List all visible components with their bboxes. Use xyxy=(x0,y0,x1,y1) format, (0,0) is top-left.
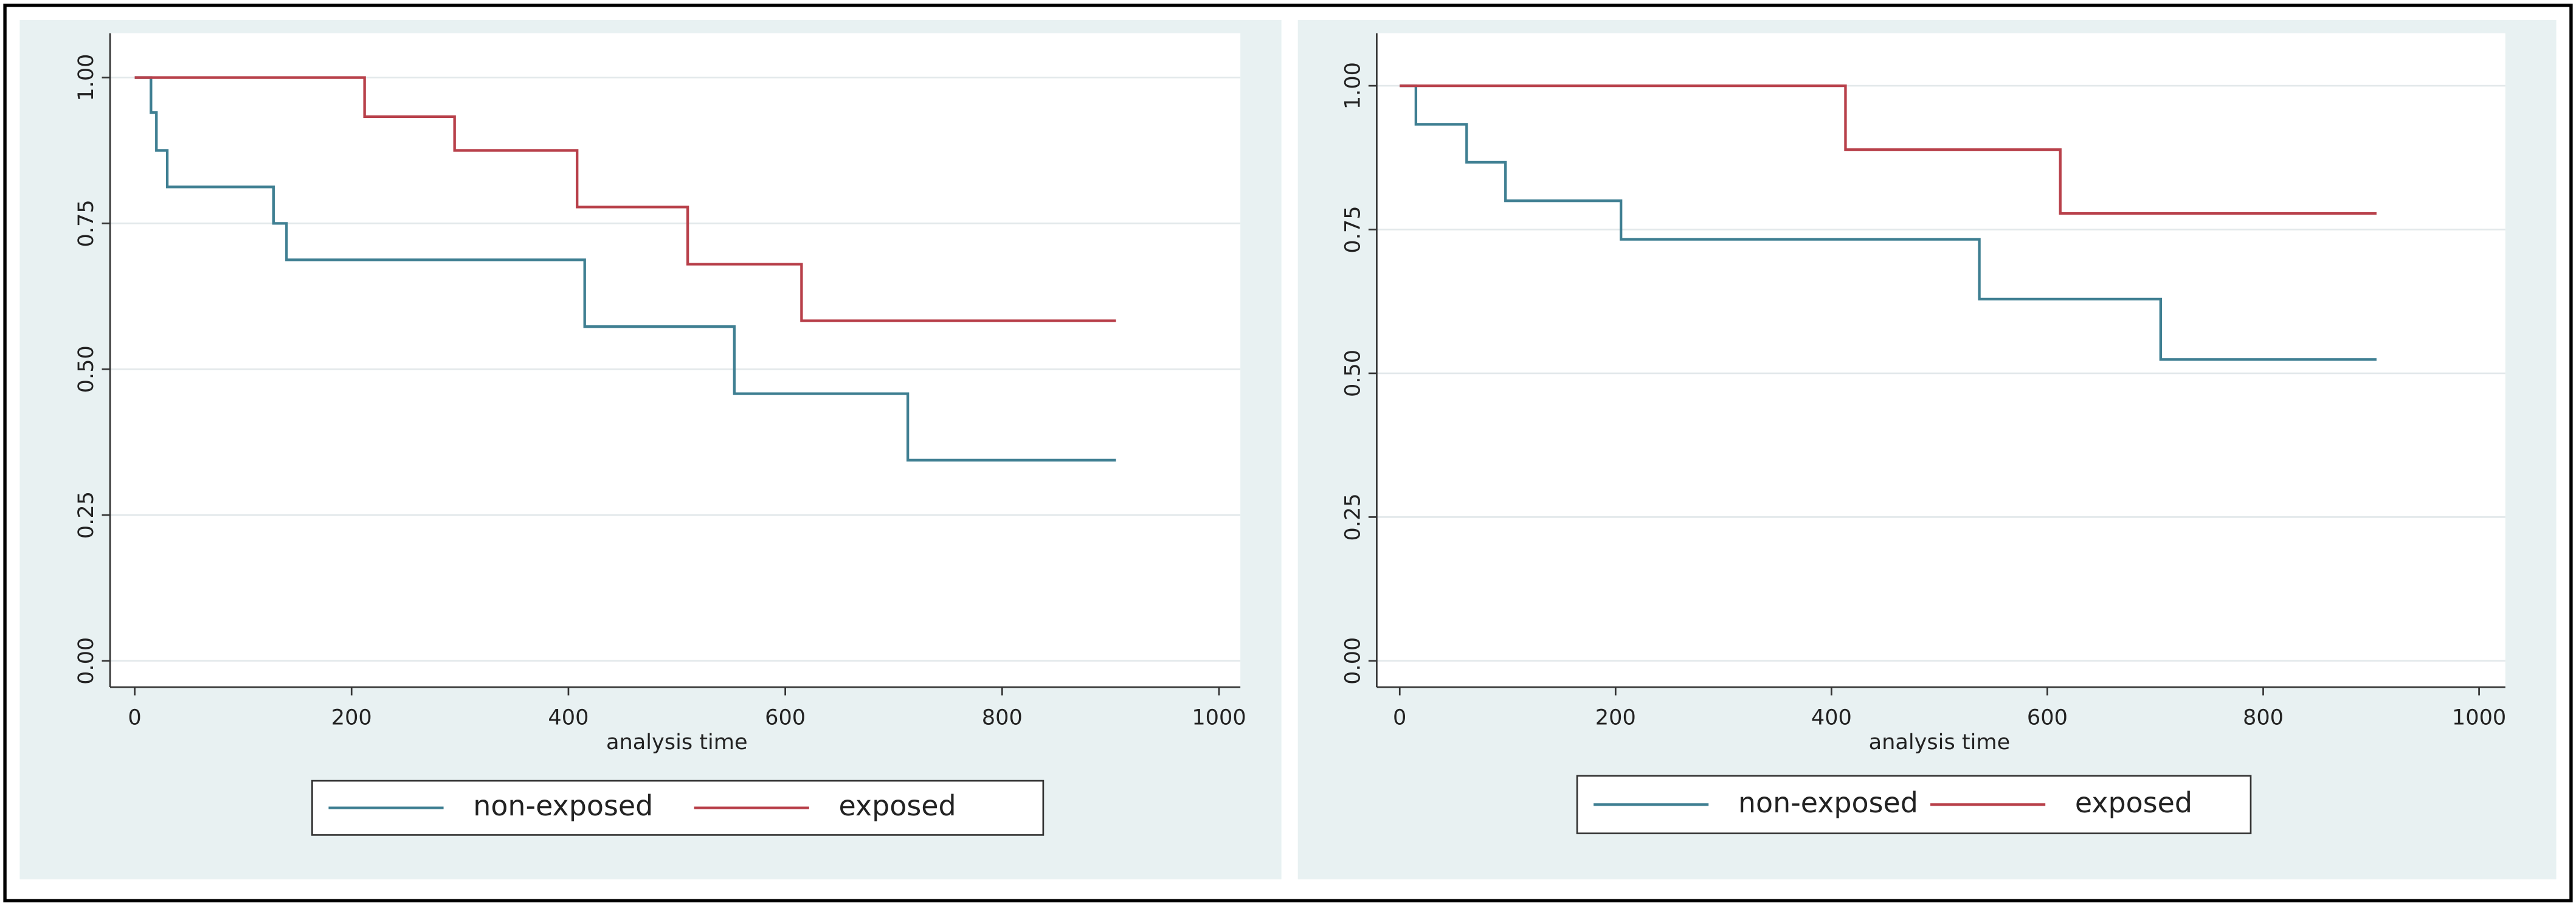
y-tick-label: 1.00 xyxy=(74,54,98,101)
y-tick-label: 1.00 xyxy=(1341,62,1366,109)
y-tick-label: 0.75 xyxy=(1341,206,1366,253)
x-axis-label: analysis time xyxy=(606,730,748,755)
x-tick-label: 600 xyxy=(2027,705,2068,730)
x-tick-label: 0 xyxy=(1393,705,1406,730)
legend: non-exposed exposed xyxy=(1576,775,2252,834)
y-tick-label: 0.75 xyxy=(74,199,98,247)
x-tick-label: 1000 xyxy=(2452,705,2506,730)
y-tick-label: 0.50 xyxy=(1341,350,1366,397)
x-tick-label: 400 xyxy=(548,705,589,730)
y-tick-label: 0.25 xyxy=(74,491,98,539)
chart-panel: 0.00 0.25 0.50 0.75 1.00 0 200 400 600 800 1000 ana… xyxy=(19,19,1282,880)
y-tick-label: 0.25 xyxy=(1341,493,1366,541)
x-tick-label: 800 xyxy=(2243,705,2284,730)
x-tick-label: 200 xyxy=(331,705,372,730)
x-tick-label: 800 xyxy=(982,705,1023,730)
x-tick-label: 600 xyxy=(765,705,806,730)
y-tick-label: 0.00 xyxy=(1341,637,1366,685)
x-axis-label: analysis time xyxy=(1869,730,2011,755)
x-tick-label: 0 xyxy=(128,705,141,730)
survival-curve xyxy=(1400,84,2377,361)
survival-curve xyxy=(134,76,1116,462)
legend-box xyxy=(311,780,1045,836)
survival-curve xyxy=(134,76,1116,322)
legend: non-exposed exposed xyxy=(311,780,1045,836)
legend-label: non-exposed xyxy=(1738,786,1918,819)
x-tick-label: 1000 xyxy=(1192,705,1246,730)
y-tick-label: 0.00 xyxy=(74,637,98,685)
plot-area xyxy=(110,33,1241,688)
survival-curve xyxy=(1400,84,2377,215)
legend-label: exposed xyxy=(838,789,956,822)
legend-label: non-exposed xyxy=(473,789,653,822)
x-tick-label: 200 xyxy=(1595,705,1636,730)
legend-label: exposed xyxy=(2075,786,2192,819)
x-tick-label: 400 xyxy=(1811,705,1852,730)
chart-panel: 0.00 0.25 0.50 0.75 1.00 0 200 400 600 800 1000 ana… xyxy=(1297,19,2557,880)
y-tick-label: 0.50 xyxy=(74,345,98,393)
